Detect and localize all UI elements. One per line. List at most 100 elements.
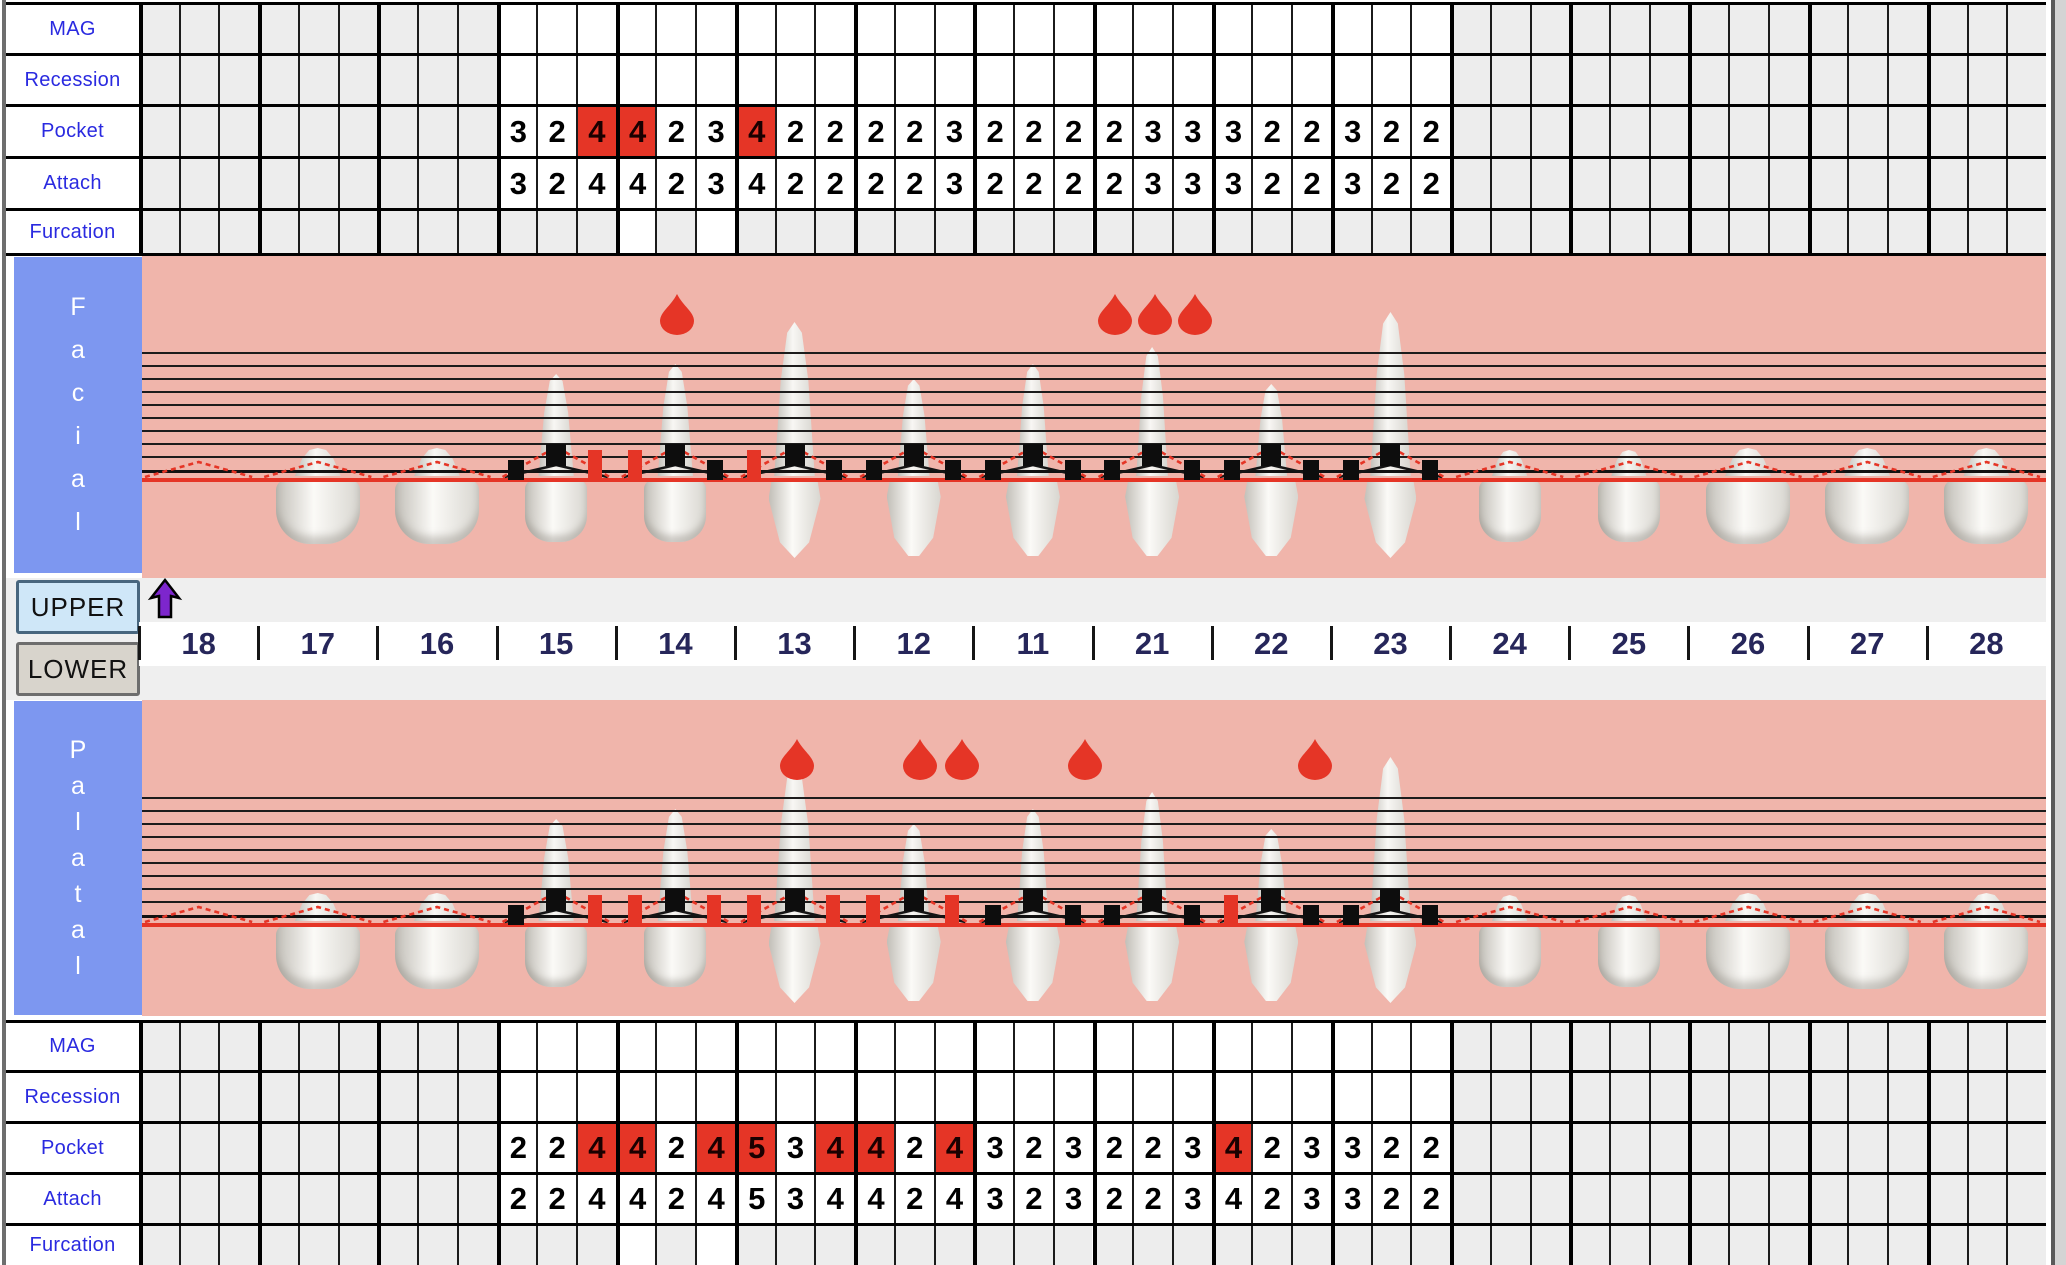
furcation-cell[interactable] xyxy=(1052,1226,1093,1265)
tooth-25-crown-image[interactable] xyxy=(1597,925,1660,987)
attach-cell[interactable] xyxy=(456,159,497,208)
pocket-cell[interactable] xyxy=(178,1124,219,1172)
mag-cell[interactable] xyxy=(337,1023,378,1070)
attach-cell[interactable]: 3 xyxy=(933,159,974,208)
mag-cell[interactable] xyxy=(854,5,894,53)
gingival-site-marker[interactable] xyxy=(1223,460,1240,480)
recession-cell[interactable] xyxy=(417,1073,457,1121)
attach-cell[interactable]: 2 xyxy=(536,159,576,208)
pocket-cell[interactable]: 3 xyxy=(1132,107,1172,156)
mag-cell[interactable] xyxy=(655,1023,696,1070)
furcation-cell[interactable] xyxy=(973,1226,1014,1265)
furcation-cell[interactable] xyxy=(1330,211,1371,253)
pocket-cell[interactable]: 2 xyxy=(655,107,696,156)
attach-cell[interactable] xyxy=(337,159,378,208)
recession-cell[interactable] xyxy=(1847,56,1888,104)
attach-cell[interactable]: 4 xyxy=(615,1175,656,1223)
mag-cell[interactable] xyxy=(1013,1023,1053,1070)
furcation-cell[interactable] xyxy=(1132,211,1172,253)
pocket-cell[interactable]: 3 xyxy=(973,1124,1014,1172)
recession-cell[interactable] xyxy=(218,1073,259,1121)
gingival-site-marker[interactable] xyxy=(903,444,924,466)
furcation-cell[interactable] xyxy=(1569,1226,1609,1265)
recession-cell[interactable] xyxy=(1291,56,1331,104)
furcation-cell[interactable] xyxy=(1728,1226,1768,1265)
bleeding-site-marker[interactable] xyxy=(627,450,642,480)
furcation-cell[interactable] xyxy=(496,1226,537,1265)
recession-cell[interactable] xyxy=(1489,56,1530,104)
mag-cell[interactable] xyxy=(655,5,696,53)
mag-cell[interactable] xyxy=(1648,1023,1689,1070)
gingival-site-marker[interactable] xyxy=(1303,460,1319,480)
mag-cell[interactable] xyxy=(258,5,298,53)
pocket-cell[interactable] xyxy=(1926,1124,1967,1172)
mag-cell[interactable] xyxy=(734,5,775,53)
recession-cell[interactable] xyxy=(1370,56,1411,104)
pocket-cell[interactable] xyxy=(258,107,298,156)
attach-cell[interactable]: 2 xyxy=(1132,1175,1172,1223)
gingival-site-marker[interactable] xyxy=(985,905,1002,925)
attach-cell[interactable]: 4 xyxy=(814,1175,855,1223)
furcation-cell[interactable] xyxy=(377,1226,418,1265)
furcation-cell[interactable] xyxy=(893,1226,934,1265)
recession-cell[interactable] xyxy=(337,1073,378,1121)
furcation-cell[interactable] xyxy=(576,1226,616,1265)
tooth-number-24[interactable]: 24 xyxy=(1492,626,1527,661)
furcation-cell[interactable] xyxy=(1688,211,1729,253)
recession-cell[interactable] xyxy=(1767,56,1808,104)
bleeding-site-marker[interactable] xyxy=(746,450,761,480)
mag-cell[interactable] xyxy=(814,1023,855,1070)
attach-cell[interactable]: 4 xyxy=(576,1175,616,1223)
mag-cell[interactable] xyxy=(1450,5,1490,53)
furcation-cell[interactable] xyxy=(615,211,656,253)
recession-cell[interactable] xyxy=(1410,1073,1451,1121)
gingival-site-marker[interactable] xyxy=(1303,905,1319,925)
recession-cell[interactable] xyxy=(1291,1073,1331,1121)
mag-cell[interactable] xyxy=(1529,1023,1570,1070)
gingival-site-marker[interactable] xyxy=(1342,460,1359,480)
recession-cell[interactable] xyxy=(1052,1073,1093,1121)
furcation-cell[interactable] xyxy=(1847,211,1888,253)
pocket-cell[interactable] xyxy=(417,1124,457,1172)
bleeding-site-marker[interactable] xyxy=(826,895,841,925)
furcation-cell[interactable] xyxy=(1926,211,1967,253)
attach-cell[interactable] xyxy=(1608,1175,1649,1223)
furcation-cell[interactable] xyxy=(297,211,338,253)
gingival-site-marker[interactable] xyxy=(546,889,567,911)
furcation-cell[interactable] xyxy=(1887,1226,1927,1265)
furcation-cell[interactable] xyxy=(337,211,378,253)
recession-cell[interactable] xyxy=(1013,56,1053,104)
mag-cell[interactable] xyxy=(1887,5,1927,53)
recession-cell[interactable] xyxy=(377,56,418,104)
bleeding-site-marker[interactable] xyxy=(587,450,602,480)
pocket-cell[interactable]: 3 xyxy=(695,107,735,156)
pocket-cell[interactable] xyxy=(218,107,259,156)
furcation-cell[interactable] xyxy=(1291,1226,1331,1265)
pocket-cell[interactable] xyxy=(2006,1124,2046,1172)
pocket-cell[interactable]: 2 xyxy=(1092,107,1133,156)
furcation-cell[interactable] xyxy=(1489,211,1530,253)
tooth-number-17[interactable]: 17 xyxy=(300,626,336,661)
bleeding-site-marker[interactable] xyxy=(627,895,642,925)
furcation-cell[interactable] xyxy=(1767,1226,1808,1265)
mag-cell[interactable] xyxy=(536,5,576,53)
tooth-27-crown-image[interactable] xyxy=(1825,480,1910,544)
attach-cell[interactable] xyxy=(1569,159,1609,208)
recession-cell[interactable] xyxy=(297,1073,338,1121)
furcation-cell[interactable] xyxy=(1092,1226,1133,1265)
recession-cell[interactable] xyxy=(933,56,974,104)
furcation-cell[interactable] xyxy=(1291,211,1331,253)
mag-cell[interactable] xyxy=(1767,1023,1808,1070)
gingival-site-marker[interactable] xyxy=(1342,905,1359,925)
attach-cell[interactable]: 3 xyxy=(1052,1175,1093,1223)
pocket-cell[interactable] xyxy=(1450,107,1490,156)
recession-cell[interactable] xyxy=(854,56,894,104)
recession-cell[interactable] xyxy=(1966,56,2007,104)
recession-cell[interactable] xyxy=(178,1073,219,1121)
mag-cell[interactable] xyxy=(297,1023,338,1070)
recession-cell[interactable] xyxy=(734,1073,775,1121)
pocket-cell[interactable]: 4 xyxy=(1211,1124,1252,1172)
recession-cell[interactable] xyxy=(1052,56,1093,104)
pocket-cell[interactable] xyxy=(1966,107,2007,156)
attach-cell[interactable]: 2 xyxy=(1013,159,1053,208)
